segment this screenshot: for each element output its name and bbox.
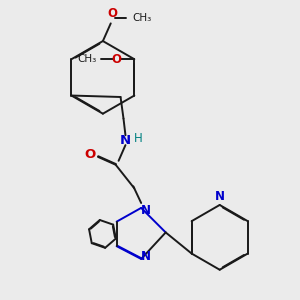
Text: N: N bbox=[141, 204, 151, 218]
Text: N: N bbox=[215, 190, 225, 203]
Text: CH₃: CH₃ bbox=[132, 14, 152, 23]
Text: N: N bbox=[141, 250, 151, 262]
Text: H: H bbox=[134, 132, 142, 145]
Text: O: O bbox=[112, 53, 122, 66]
Text: O: O bbox=[85, 148, 96, 161]
Text: O: O bbox=[108, 8, 118, 20]
Text: CH₃: CH₃ bbox=[78, 54, 97, 64]
Text: N: N bbox=[120, 134, 131, 147]
